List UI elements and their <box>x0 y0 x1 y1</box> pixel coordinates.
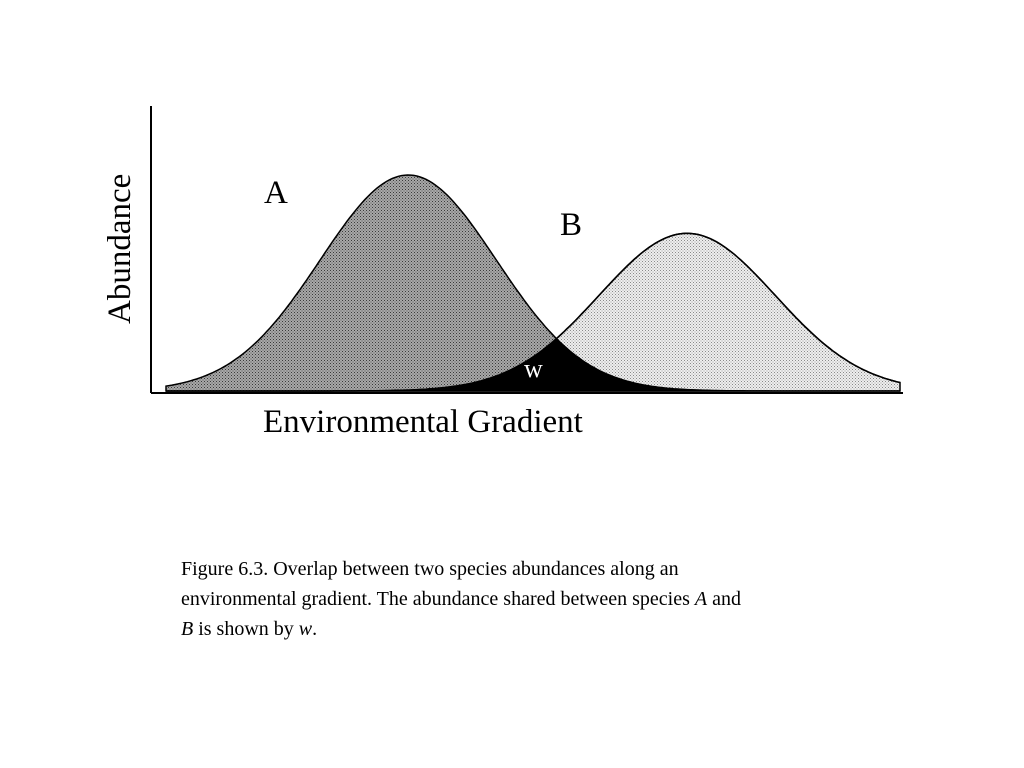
caption-line-2: environmental gradient. The abundance sh… <box>181 588 741 610</box>
overlap-label: w <box>524 354 543 383</box>
curve-a-area <box>165 174 900 392</box>
species-a-ref: A <box>694 588 708 610</box>
overlap-diagram: A B w Abundance Environmental Gradient <box>102 106 903 440</box>
overlap-ref: w <box>298 618 313 640</box>
caption-line-1: Figure 6.3. Overlap between two species … <box>181 558 679 580</box>
curve-b-label: B <box>560 207 582 243</box>
species-b-ref: B <box>181 618 194 640</box>
caption-line-3: B is shown by w. <box>181 618 318 640</box>
figure-caption: Figure 6.3. Overlap between two species … <box>181 554 921 644</box>
curve-a-label: A <box>264 175 288 211</box>
x-axis-label: Environmental Gradient <box>263 404 583 440</box>
y-axis-label: Abundance <box>102 174 138 324</box>
curve-b-outline <box>166 232 901 392</box>
